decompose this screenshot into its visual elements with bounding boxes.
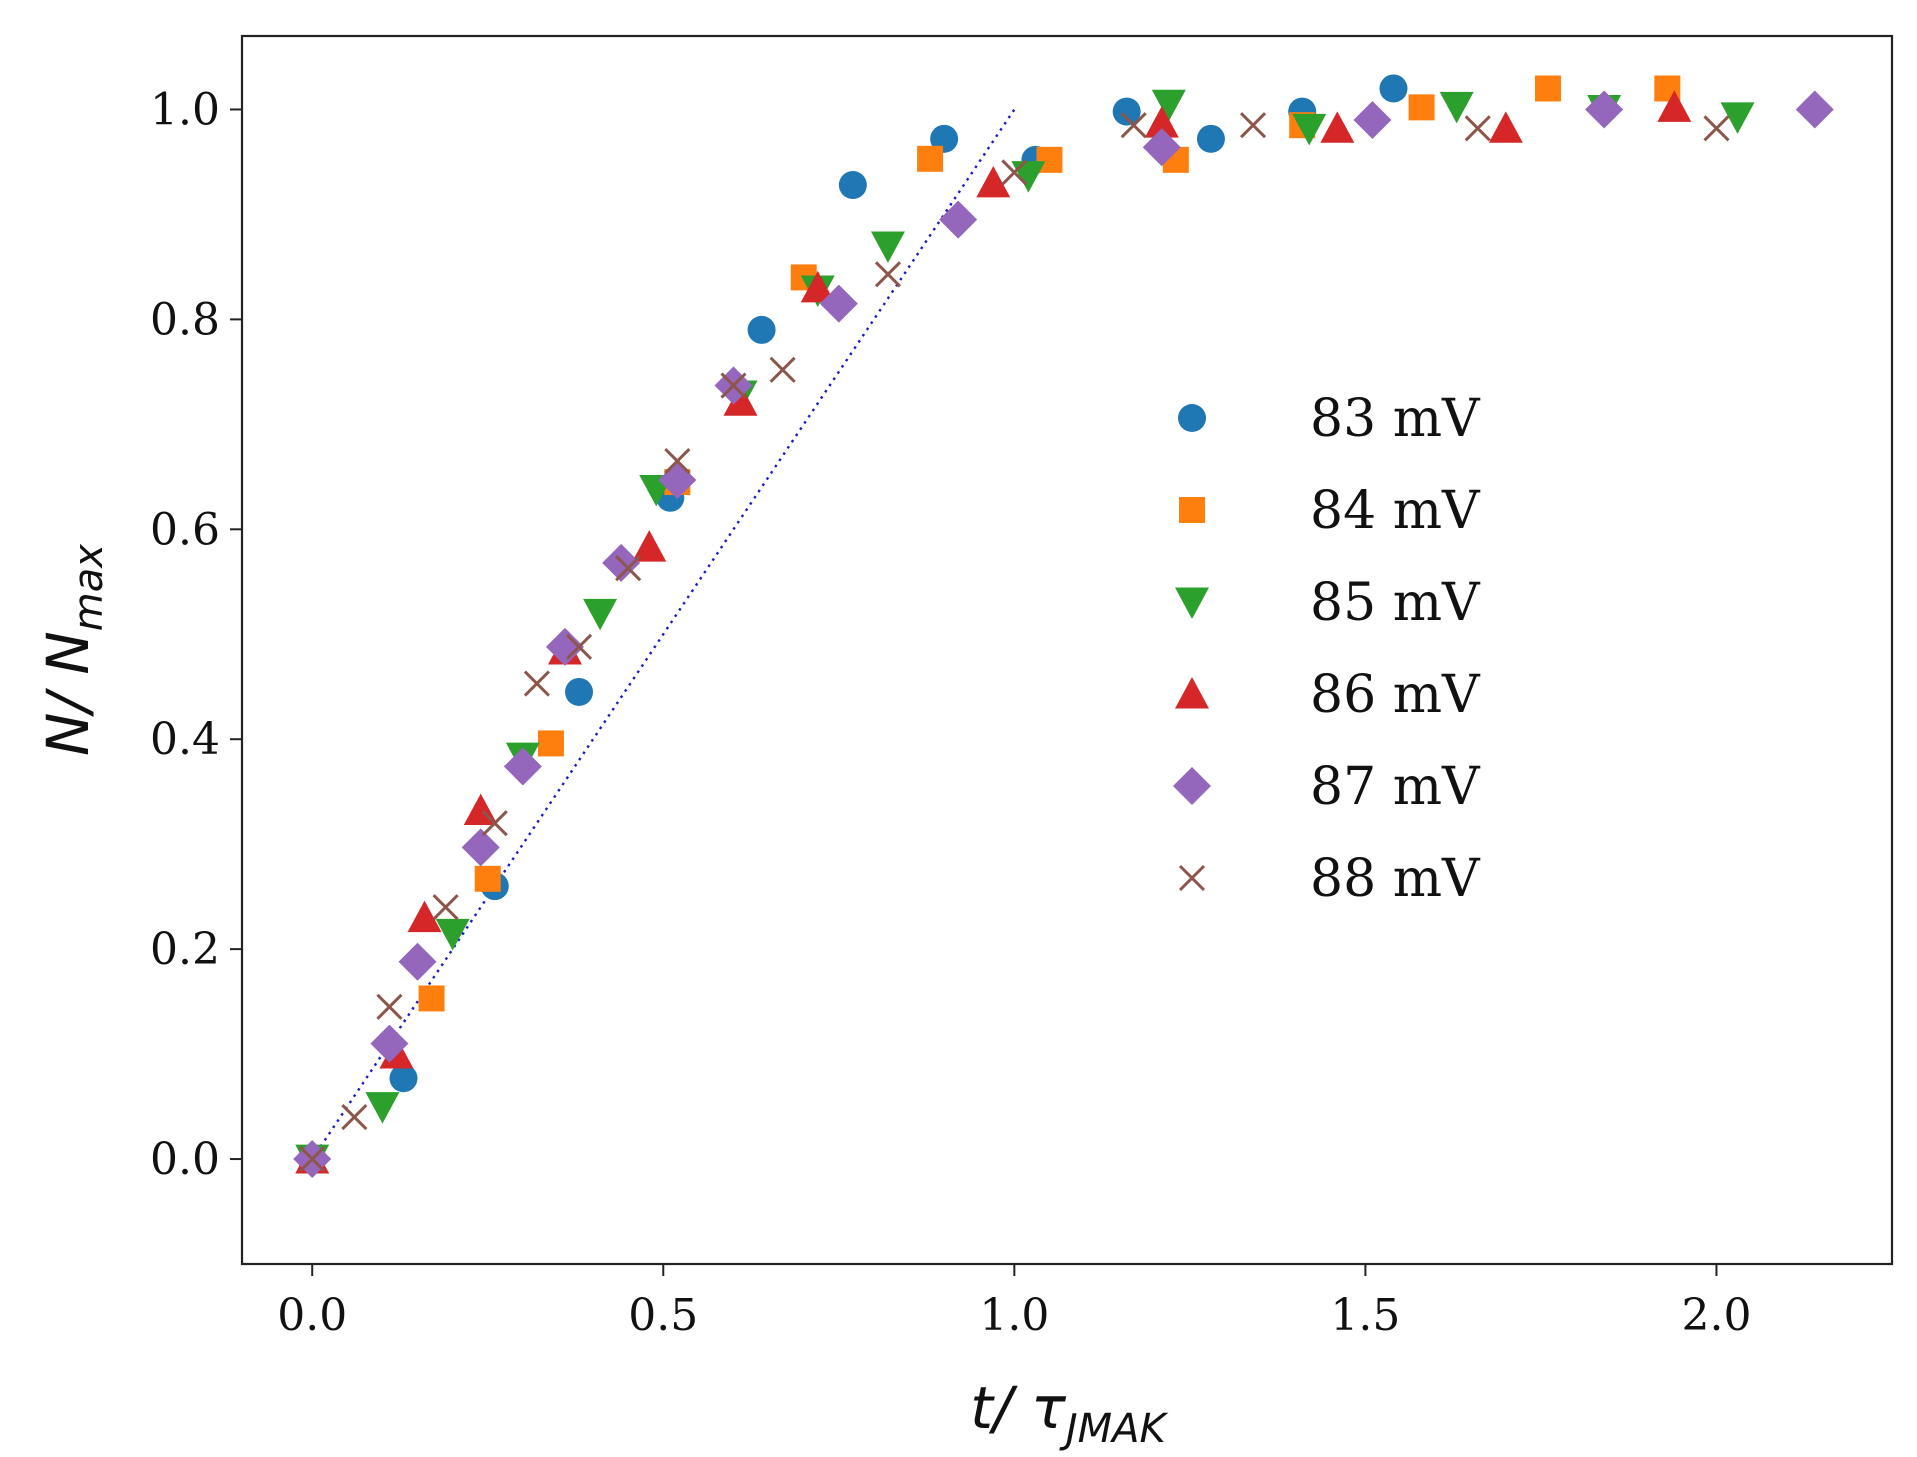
legend-label: 83 mV [1310, 389, 1481, 449]
data-point [365, 1092, 400, 1124]
y-tick-label: 1.0 [150, 84, 220, 135]
data-point [341, 1103, 368, 1131]
data-point [1112, 97, 1141, 126]
legend-label: 88 mV [1310, 849, 1481, 909]
data-point [565, 677, 594, 706]
x-tick-label: 1.5 [1330, 1290, 1400, 1341]
data-point [435, 918, 470, 951]
legend-marker [1173, 767, 1211, 805]
legend-marker [1178, 404, 1206, 432]
data-point [481, 810, 508, 837]
data-point [1120, 112, 1147, 139]
data-point [615, 555, 642, 582]
legend-item: 88 mV [1178, 849, 1481, 909]
data-point [1142, 128, 1181, 167]
legend-item: 87 mV [1173, 757, 1481, 817]
legend-item: 86 mV [1175, 665, 1481, 725]
data-point [565, 633, 593, 660]
data-point [583, 598, 618, 631]
data-point [1144, 106, 1179, 138]
data-point [1795, 90, 1834, 129]
data-point [1239, 112, 1267, 139]
data-point [632, 530, 667, 562]
data-point [299, 1145, 326, 1173]
legend-item: 85 mV [1175, 573, 1481, 633]
x-tick-label: 0.5 [628, 1290, 698, 1341]
data-point [523, 670, 550, 697]
data-point [917, 145, 944, 172]
data-point [432, 894, 459, 921]
x-tick-label: 0.0 [277, 1290, 347, 1341]
y-tick-label: 0.6 [150, 504, 220, 555]
data-point [939, 200, 978, 239]
data-point [418, 985, 445, 1012]
data-point [720, 372, 747, 399]
data-point [1353, 100, 1392, 139]
x-tick-label: 1.0 [979, 1290, 1049, 1341]
data-point [664, 448, 691, 475]
data-point [723, 384, 758, 416]
legend: 83 mV 84 mV 85 mV 86 mV 87 mV 88 mV [1173, 389, 1481, 909]
legend-marker [1179, 497, 1205, 523]
data-point [537, 730, 564, 757]
x-axis-label: t/ τJMAK [970, 1374, 1168, 1452]
data-point [407, 900, 442, 933]
data-point [398, 942, 437, 981]
data-point [461, 828, 500, 867]
data-point [1196, 124, 1225, 153]
data-point [769, 356, 796, 383]
data-point [1657, 90, 1692, 122]
y-tick-label: 0.4 [150, 714, 220, 765]
series-88-mV [299, 112, 1730, 1173]
data-point [838, 171, 867, 200]
data-point [1534, 75, 1561, 102]
legend-label: 87 mV [1310, 757, 1481, 817]
legend-item: 83 mV [1178, 389, 1481, 449]
data-point [1703, 115, 1730, 142]
y-tick-label: 0.0 [150, 1134, 220, 1185]
data-point [1439, 91, 1474, 124]
y-axis-label: N/ Nmax [34, 544, 112, 756]
data-point [1292, 113, 1327, 146]
data-point [747, 315, 776, 344]
data-point [976, 165, 1011, 198]
data-point [1464, 115, 1491, 142]
data-point [376, 993, 403, 1020]
y-tick-label: 0.2 [150, 924, 220, 975]
data-point [370, 1024, 409, 1063]
data-point [1320, 111, 1355, 143]
plot-frame [240, 34, 1894, 1266]
data-point [1151, 89, 1186, 122]
data-point [474, 865, 501, 892]
data-point [1720, 102, 1755, 134]
legend-marker [1175, 587, 1209, 619]
x-tick-label: 2.0 [1681, 1290, 1751, 1341]
data-point [870, 231, 905, 263]
legend-label: 86 mV [1310, 665, 1481, 725]
legend-item: 84 mV [1179, 481, 1481, 541]
data-point [545, 627, 584, 666]
y-tick-label: 0.8 [150, 294, 220, 345]
legend-label: 85 mV [1310, 573, 1481, 633]
legend-label: 84 mV [1310, 481, 1481, 541]
data-point [503, 747, 542, 786]
legend-marker [1178, 864, 1206, 892]
data-point [389, 1064, 418, 1093]
legend-marker [1175, 677, 1209, 709]
data-point [1379, 74, 1408, 103]
data-point [1488, 111, 1523, 143]
data-point [800, 270, 835, 303]
data-point [819, 284, 858, 323]
data-point [1001, 159, 1028, 186]
data-point [874, 261, 902, 288]
data-point [1585, 90, 1624, 129]
data-point [1408, 94, 1435, 121]
